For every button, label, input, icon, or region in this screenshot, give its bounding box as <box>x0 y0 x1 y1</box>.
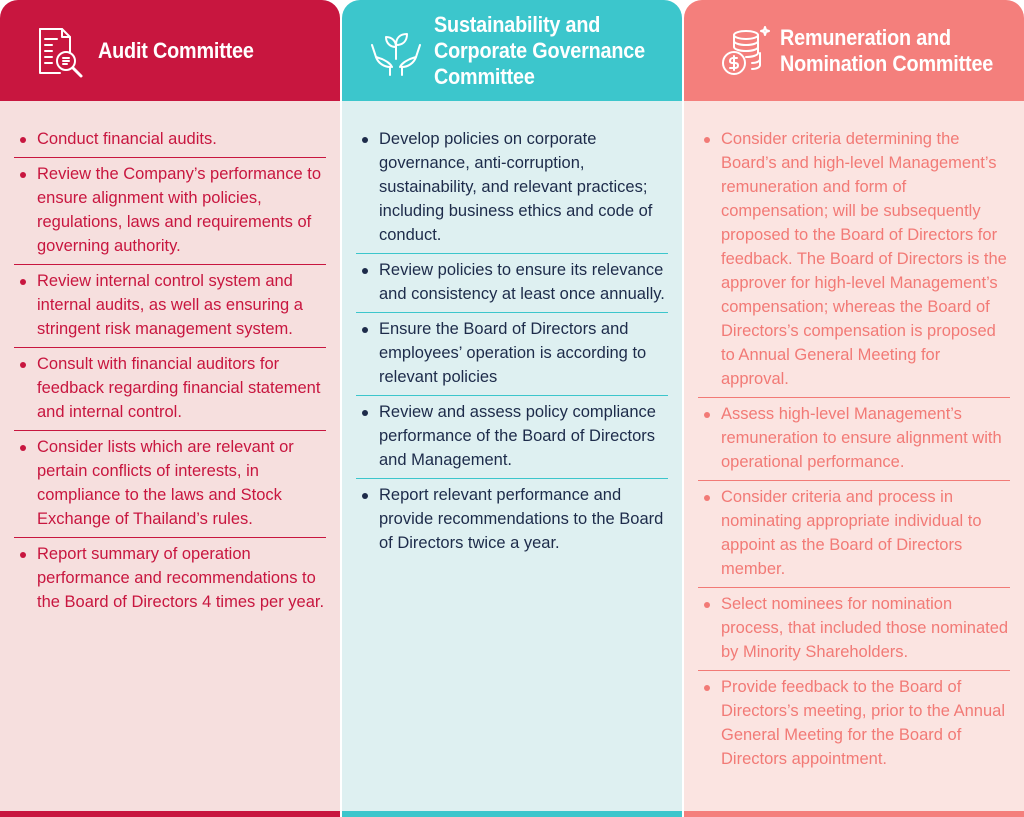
audit-committee-column: Audit Committee Conduct financial audits… <box>0 0 340 817</box>
list-item: Develop policies on corporate governance… <box>356 125 668 254</box>
sustainability-committee-title-text: Sustainability and Corporate Governance … <box>434 11 645 89</box>
sustainability-committee-title: Sustainability and Corporate Governance … <box>434 12 650 90</box>
list-item: Report summary of operation performance … <box>14 540 326 620</box>
remuneration-committee-header: Remuneration and Nomination Committee <box>684 0 1024 101</box>
list-item: Review internal control system and inter… <box>14 267 326 348</box>
remuneration-committee-title-text: Remuneration and Nomination Committee <box>780 24 994 76</box>
sustainability-committee-column: Sustainability and Corporate Governance … <box>342 0 682 817</box>
list-item: Consult with financial auditors for feed… <box>14 350 326 431</box>
list-item: Conduct financial audits. <box>14 125 326 158</box>
remuneration-committee-title: Remuneration and Nomination Committee <box>780 25 1000 77</box>
list-item: Assess high-level Management’s remunerat… <box>698 400 1010 481</box>
list-item: Report relevant performance and provide … <box>356 481 668 561</box>
list-item: Review and assess policy compliance perf… <box>356 398 668 479</box>
sustainability-committee-header: Sustainability and Corporate Governance … <box>342 0 682 101</box>
audit-committee-duties: Conduct financial audits. Review the Com… <box>14 125 326 620</box>
audit-committee-title: Audit Committee <box>98 37 254 63</box>
remuneration-committee-duties: Consider criteria determining the Board’… <box>698 125 1010 777</box>
list-item: Consider criteria determining the Board’… <box>698 125 1010 398</box>
remuneration-committee-list-panel: Consider criteria determining the Board’… <box>684 101 1024 817</box>
hands-sprout-icon <box>371 32 421 76</box>
list-item: Review policies to ensure its relevance … <box>356 256 668 313</box>
list-item: Select nominees for nomination process, … <box>698 590 1010 671</box>
remuneration-committee-column: Remuneration and Nomination Committee Co… <box>684 0 1024 817</box>
sustainability-committee-list-panel: Develop policies on corporate governance… <box>342 101 682 817</box>
audit-committee-header: Audit Committee <box>0 0 340 101</box>
audit-committee-list-panel: Conduct financial audits. Review the Com… <box>0 101 340 817</box>
list-item: Review the Company’s performance to ensu… <box>14 160 326 265</box>
document-magnifier-icon <box>39 27 83 77</box>
list-item: Provide feedback to the Board of Directo… <box>698 673 1010 777</box>
list-item: Ensure the Board of Directors and employ… <box>356 315 668 396</box>
sustainability-committee-duties: Develop policies on corporate governance… <box>356 125 668 561</box>
list-item: Consider lists which are relevant or per… <box>14 433 326 538</box>
list-item: Consider criteria and process in nominat… <box>698 483 1010 588</box>
coins-dollar-icon <box>722 25 770 75</box>
